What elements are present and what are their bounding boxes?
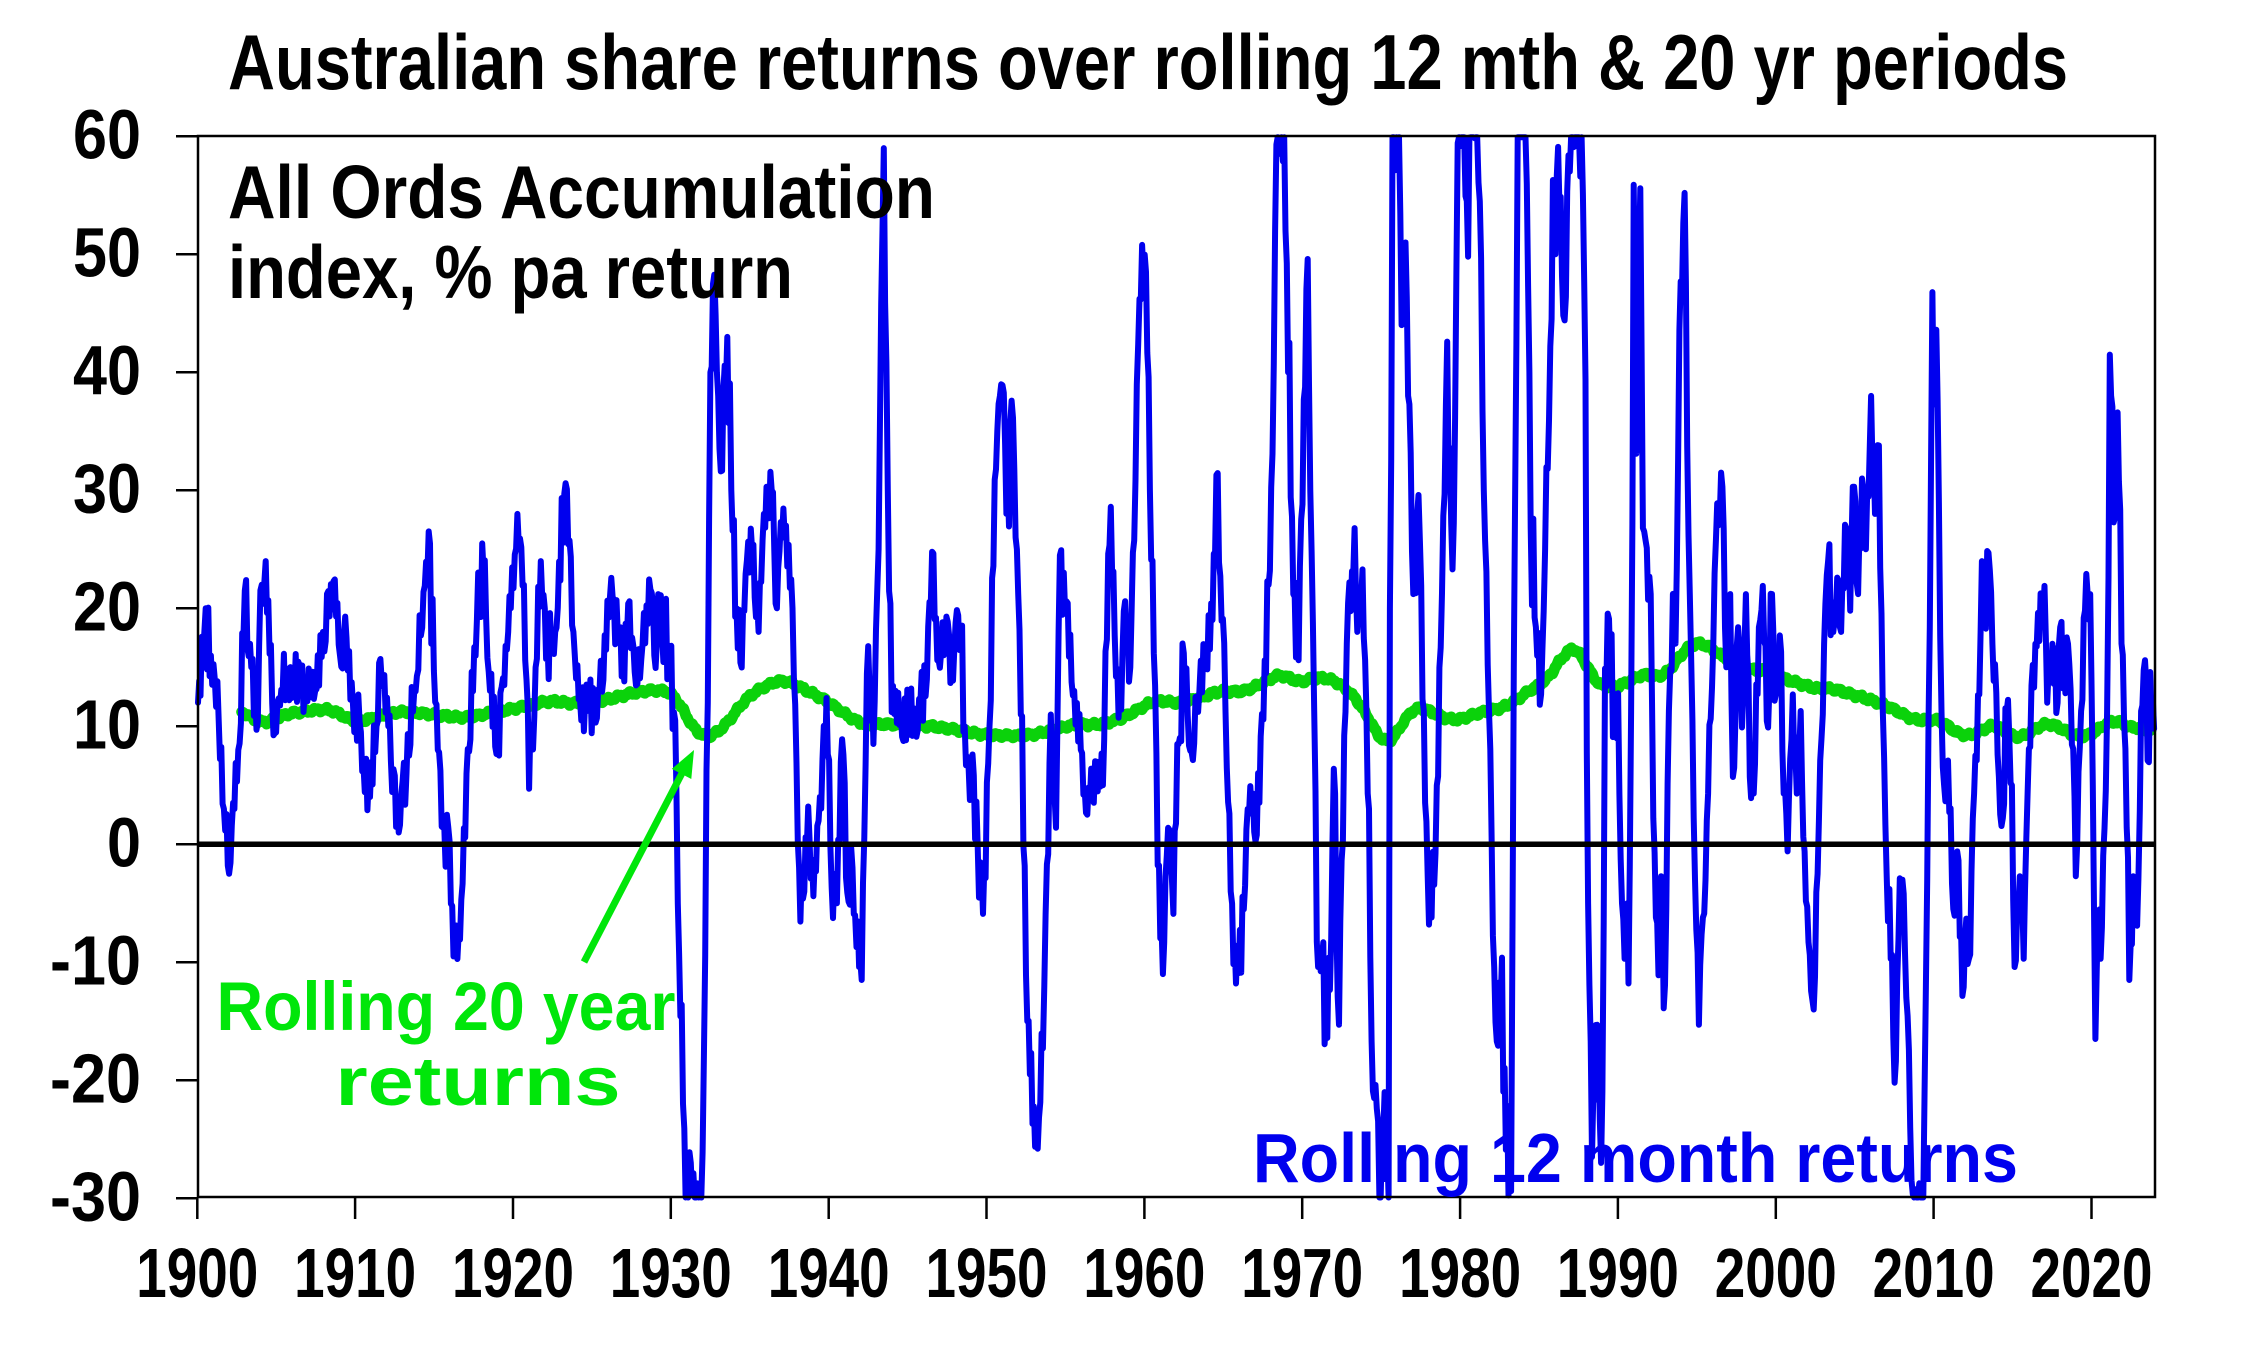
svg-text:1900: 1900: [136, 1234, 258, 1312]
svg-text:1940: 1940: [768, 1234, 890, 1312]
svg-text:2020: 2020: [2031, 1234, 2153, 1312]
svg-text:20: 20: [73, 567, 141, 645]
svg-text:-10: -10: [50, 921, 141, 999]
svg-text:index, % pa return: index, % pa return: [228, 230, 793, 314]
svg-text:1930: 1930: [610, 1234, 732, 1312]
svg-text:1950: 1950: [926, 1234, 1048, 1312]
svg-text:Australian share returns over: Australian share returns over rolling 12…: [228, 18, 2068, 106]
svg-text:0: 0: [107, 803, 141, 881]
svg-text:All Ords Accumulation: All Ords Accumulation: [228, 150, 935, 234]
svg-text:40: 40: [73, 331, 141, 409]
svg-text:2010: 2010: [1873, 1234, 1995, 1312]
svg-text:-30: -30: [50, 1157, 141, 1235]
svg-text:30: 30: [73, 449, 141, 527]
svg-text:10: 10: [73, 685, 141, 763]
svg-text:returns: returns: [336, 1043, 621, 1120]
svg-text:1980: 1980: [1399, 1234, 1521, 1312]
svg-text:2000: 2000: [1715, 1234, 1837, 1312]
svg-text:-20: -20: [50, 1039, 141, 1117]
svg-text:1970: 1970: [1241, 1234, 1363, 1312]
svg-text:Rolling 20 year: Rolling 20 year: [217, 968, 676, 1045]
svg-text:50: 50: [73, 213, 141, 291]
svg-text:1910: 1910: [294, 1234, 416, 1312]
svg-text:1960: 1960: [1083, 1234, 1205, 1312]
svg-text:1920: 1920: [452, 1234, 574, 1312]
svg-text:1990: 1990: [1557, 1234, 1679, 1312]
svg-text:60: 60: [73, 95, 141, 173]
svg-text:Rolling 12 month returns: Rolling 12 month returns: [1253, 1119, 2018, 1197]
